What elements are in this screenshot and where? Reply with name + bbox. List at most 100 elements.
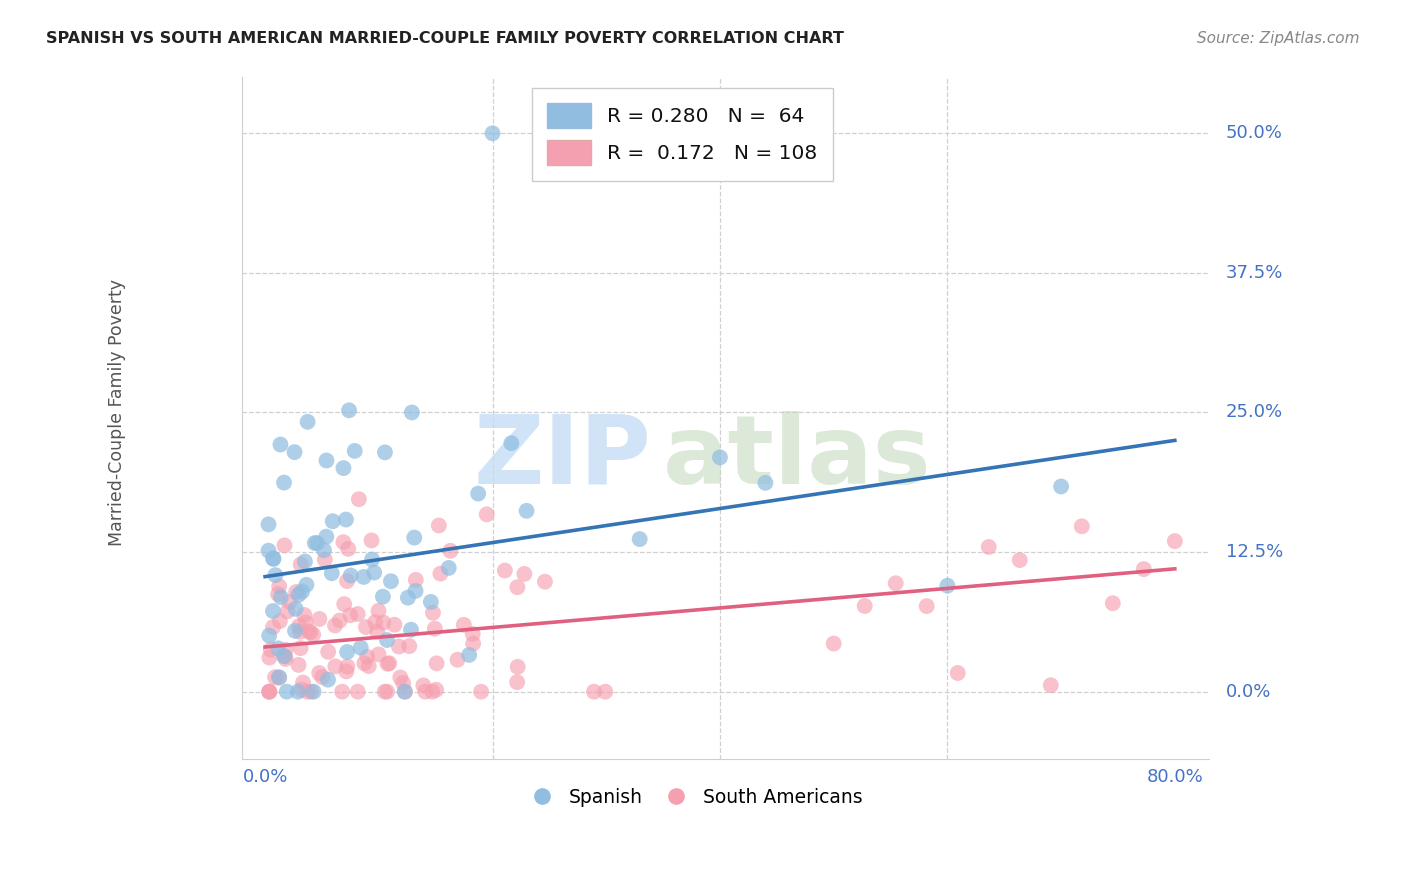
Point bbox=[361, 552, 384, 566]
Point bbox=[347, 492, 370, 507]
Point bbox=[336, 574, 359, 588]
Point bbox=[1164, 534, 1187, 549]
Point bbox=[294, 615, 316, 630]
Point bbox=[336, 645, 359, 659]
Point bbox=[325, 659, 347, 673]
Point bbox=[257, 684, 280, 698]
Point bbox=[264, 568, 287, 582]
Text: 0.0%: 0.0% bbox=[242, 768, 288, 786]
Point bbox=[323, 618, 346, 632]
Point bbox=[346, 607, 368, 621]
Point bbox=[425, 682, 447, 697]
Point bbox=[513, 566, 536, 581]
Point bbox=[461, 627, 484, 641]
Point bbox=[339, 568, 361, 582]
Point bbox=[330, 684, 353, 698]
Point bbox=[394, 684, 416, 698]
Point bbox=[274, 643, 297, 657]
Point bbox=[946, 666, 969, 681]
Point bbox=[332, 461, 354, 475]
Point bbox=[267, 587, 290, 601]
Point bbox=[426, 657, 449, 671]
Point bbox=[446, 653, 468, 667]
Legend: Spanish, South Americans: Spanish, South Americans bbox=[523, 780, 870, 814]
Point bbox=[353, 570, 375, 584]
Point bbox=[437, 561, 460, 575]
Point bbox=[292, 675, 315, 690]
Point bbox=[481, 126, 503, 140]
Point bbox=[429, 566, 451, 581]
Point bbox=[389, 671, 412, 685]
Point bbox=[380, 574, 402, 589]
Point bbox=[290, 558, 312, 572]
Point bbox=[274, 649, 297, 664]
Point bbox=[298, 624, 321, 639]
Text: SPANISH VS SOUTH AMERICAN MARRIED-COUPLE FAMILY POVERTY CORRELATION CHART: SPANISH VS SOUTH AMERICAN MARRIED-COUPLE… bbox=[46, 31, 844, 46]
Point bbox=[463, 636, 485, 650]
Point bbox=[754, 475, 776, 490]
Point bbox=[353, 657, 375, 671]
Point bbox=[260, 642, 283, 657]
Point bbox=[297, 415, 319, 429]
Point bbox=[273, 538, 295, 552]
Point bbox=[308, 666, 330, 681]
Point bbox=[316, 645, 339, 659]
Point bbox=[336, 659, 359, 673]
Point bbox=[311, 670, 333, 684]
Point bbox=[413, 684, 436, 698]
Point bbox=[276, 684, 298, 698]
Point bbox=[269, 614, 291, 628]
Point bbox=[295, 578, 318, 592]
Point bbox=[321, 566, 343, 581]
Point bbox=[269, 671, 291, 685]
Point bbox=[419, 595, 441, 609]
Point bbox=[299, 684, 322, 698]
Point bbox=[290, 682, 312, 697]
Point bbox=[377, 657, 399, 671]
Point bbox=[506, 580, 529, 594]
Point bbox=[709, 450, 731, 465]
Text: atlas: atlas bbox=[664, 410, 932, 504]
Point bbox=[262, 620, 284, 634]
Point bbox=[269, 437, 291, 451]
Point bbox=[412, 678, 434, 692]
Point bbox=[273, 649, 295, 664]
Point bbox=[399, 623, 422, 637]
Point bbox=[357, 659, 380, 673]
Point bbox=[375, 684, 398, 698]
Point bbox=[373, 615, 395, 630]
Point bbox=[367, 648, 389, 662]
Point bbox=[262, 552, 284, 566]
Point bbox=[363, 566, 385, 580]
Text: 37.5%: 37.5% bbox=[1226, 264, 1284, 282]
Point bbox=[593, 684, 616, 698]
Point bbox=[1101, 596, 1123, 610]
Point bbox=[1039, 678, 1062, 692]
Point bbox=[506, 675, 529, 690]
Point bbox=[335, 665, 357, 679]
Point bbox=[257, 629, 280, 643]
Point bbox=[628, 532, 651, 546]
Point bbox=[427, 518, 450, 533]
Point bbox=[936, 579, 959, 593]
Text: 12.5%: 12.5% bbox=[1226, 543, 1284, 561]
Point bbox=[439, 544, 461, 558]
Point bbox=[335, 512, 357, 526]
Point bbox=[302, 627, 325, 641]
Point bbox=[1050, 479, 1073, 493]
Point bbox=[374, 684, 396, 698]
Point bbox=[392, 676, 415, 690]
Point bbox=[308, 612, 330, 626]
Text: 50.0%: 50.0% bbox=[1226, 124, 1282, 143]
Point bbox=[1008, 553, 1031, 567]
Point bbox=[534, 574, 557, 589]
Point bbox=[302, 684, 325, 698]
Point bbox=[470, 684, 492, 698]
Point bbox=[262, 551, 284, 566]
Point bbox=[375, 633, 398, 648]
Point bbox=[262, 604, 284, 618]
Point bbox=[346, 684, 368, 698]
Point bbox=[506, 660, 529, 674]
Point bbox=[354, 620, 377, 634]
Point bbox=[267, 670, 290, 684]
